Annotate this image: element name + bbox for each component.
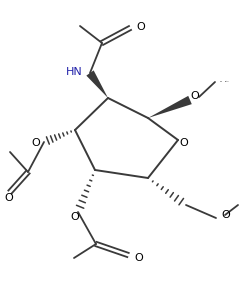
Text: O: O: [136, 22, 145, 32]
Text: O: O: [71, 212, 79, 222]
Text: O: O: [180, 138, 188, 148]
Text: O: O: [221, 210, 230, 220]
Text: O: O: [134, 253, 143, 263]
Polygon shape: [148, 96, 192, 118]
Text: O: O: [31, 138, 40, 148]
Text: HN: HN: [66, 67, 83, 77]
Polygon shape: [86, 70, 108, 98]
Text: OCH₃: OCH₃: [220, 82, 224, 83]
Text: O: O: [191, 91, 199, 101]
Text: O: O: [5, 193, 13, 203]
Text: Methyl: Methyl: [225, 80, 229, 82]
